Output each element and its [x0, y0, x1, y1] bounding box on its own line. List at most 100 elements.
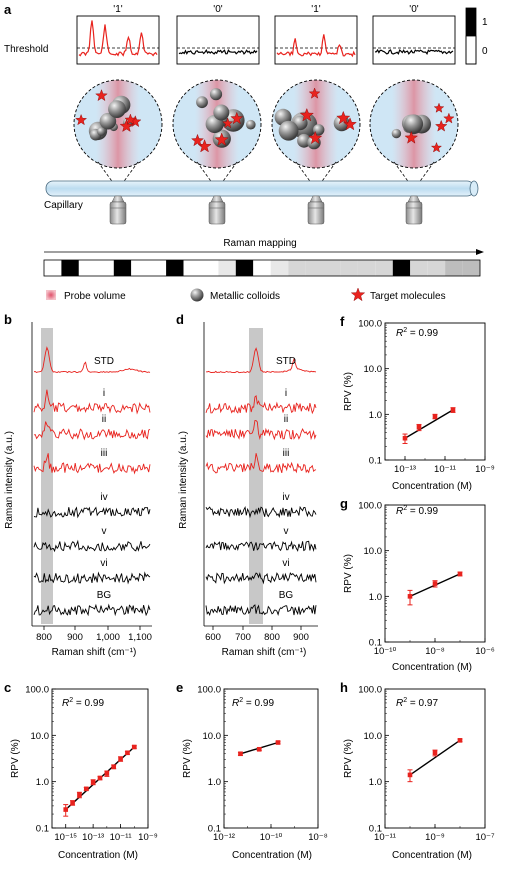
- fit-line: [409, 739, 461, 776]
- target-molecule-star-icon: [336, 110, 351, 125]
- barcode-cell: [113, 260, 132, 276]
- data-marker: [450, 407, 456, 413]
- ytick-label: 0.1: [36, 824, 49, 835]
- ytick-label: 10.0: [203, 731, 222, 742]
- data-point: [416, 423, 422, 432]
- barcode-cell: [218, 260, 236, 276]
- xtick-label: 700: [235, 632, 251, 643]
- data-marker: [131, 744, 137, 750]
- spectrum-label: BG: [97, 590, 112, 601]
- barcode-cell: [148, 260, 166, 276]
- window-label: '0': [409, 4, 418, 15]
- panel-b-ylabel: Raman intensity (a.u.): [4, 431, 15, 529]
- data-marker: [416, 425, 422, 430]
- capillary-label: Capillary: [44, 200, 83, 211]
- panel-letter-e: e: [176, 680, 183, 695]
- data-point: [256, 746, 262, 752]
- barcode-cell: [166, 260, 184, 276]
- ytick-label: 100.0: [197, 685, 221, 696]
- barcode-cell: [392, 260, 411, 276]
- panel-c: c 0.1 1.0 10.0 100.0 10⁻¹⁵ 10⁻¹³ 10⁻¹¹ 10⁻⁹ R2 = …: [4, 680, 158, 861]
- ylabel: RPV (%): [343, 739, 354, 778]
- data-marker: [125, 750, 130, 756]
- signal-window-4: '0': [372, 4, 456, 65]
- metallic-colloid: [404, 114, 424, 134]
- metallic-colloid: [278, 120, 299, 141]
- data-point: [97, 775, 103, 781]
- spectrum-label: iii: [283, 448, 290, 459]
- data-marker: [111, 764, 117, 770]
- signal-window-1: '1': [76, 4, 160, 65]
- spectrum-iv: iv: [33, 492, 151, 519]
- panel-d-ylabel: Raman intensity (a.u.): [178, 431, 189, 529]
- r-squared: R2 = 0.99: [62, 697, 104, 709]
- xtick-label: 10⁻⁸: [308, 832, 328, 843]
- signal-trace: [374, 48, 454, 56]
- xtick-label: 800: [264, 632, 280, 643]
- fit-line: [404, 409, 454, 439]
- data-point: [111, 764, 117, 770]
- xlabel: Concentration (M): [58, 850, 138, 861]
- probe-bubble-3: [271, 79, 361, 194]
- target-molecule-star-icon: [350, 287, 366, 302]
- data-point: [432, 413, 438, 420]
- panel-a: a Threshold '1' '0' '1' '0' 1 0 Capillary R…: [4, 2, 488, 302]
- data-point: [457, 738, 463, 743]
- spectrum-label: i: [103, 388, 105, 399]
- ytick-label: 10.0: [364, 364, 383, 375]
- spectrum-ii: ii: [33, 414, 151, 441]
- xtick-label: 10⁻⁶: [475, 646, 495, 657]
- target-molecule-star-icon: [75, 113, 88, 126]
- xlabel: Concentration (M): [392, 662, 472, 673]
- xtick-label: 10⁻¹¹: [434, 464, 456, 475]
- spectrum-label: vi: [100, 558, 107, 569]
- metallic-colloid-swatch: [190, 288, 204, 302]
- ylabel: RPV (%): [10, 739, 21, 778]
- target-molecule-star-icon: [95, 89, 108, 102]
- data-marker: [90, 779, 96, 785]
- xlabel: Concentration (M): [392, 481, 472, 492]
- metallic-colloid: [99, 112, 117, 130]
- spectrum-std: STD: [205, 347, 317, 374]
- plot-frame: [384, 504, 486, 643]
- threshold-label: Threshold: [4, 44, 48, 55]
- objective-lens-2: [208, 195, 226, 225]
- panel-h: h 0.1 1.0 10.0 100.0 10⁻¹¹ 10⁻⁹ 10⁻⁷ R2 = 0.97 RP…: [340, 680, 495, 861]
- barcode-cell: [270, 260, 289, 276]
- data-marker: [432, 581, 438, 586]
- legend-metallic-colloids: Metallic colloids: [210, 291, 280, 302]
- ytick-label: 1.0: [369, 410, 382, 421]
- ytick-label: 10.0: [364, 546, 383, 557]
- panel-letter-f: f: [340, 314, 345, 329]
- objective-lens-4: [405, 195, 423, 225]
- legend-target-molecules: Target molecules: [370, 291, 446, 302]
- data-marker: [97, 775, 103, 781]
- xtick-label: 10⁻¹⁵: [54, 832, 77, 843]
- barcode-cell: [427, 260, 446, 276]
- probe-volume-swatch: [46, 290, 56, 300]
- spectrum-label: v: [284, 526, 289, 537]
- panel-b-shade-band: [41, 328, 53, 624]
- ytick-label: 1.0: [369, 777, 382, 788]
- capillary: [45, 180, 479, 197]
- spectrum-i: i: [205, 388, 317, 415]
- panel-b: b Raman intensity (a.u.) STDiiiiiiivvviB…: [4, 312, 152, 658]
- colorbar: 1 0: [465, 7, 488, 65]
- barcode-strip: [43, 259, 481, 277]
- ytick-label: 100.0: [358, 685, 382, 696]
- target-molecule-star-icon: [308, 130, 323, 145]
- xtick-label: 1,000: [96, 632, 120, 643]
- spectrum-label: v: [102, 526, 107, 537]
- data-marker: [77, 792, 82, 798]
- spectrum-bg: BG: [33, 590, 151, 617]
- panel-letter-h: h: [340, 680, 348, 695]
- target-molecule-star-icon: [433, 102, 445, 113]
- data-marker: [118, 756, 123, 762]
- signal-window-2: '0': [176, 4, 260, 65]
- xtick-label: 10⁻¹³: [394, 464, 416, 475]
- metallic-colloid: [297, 133, 311, 148]
- spectrum-label: STD: [276, 356, 296, 367]
- spectrum-label: ii: [102, 414, 106, 425]
- target-molecule-star-icon: [119, 119, 134, 132]
- barcode-cell: [131, 260, 149, 276]
